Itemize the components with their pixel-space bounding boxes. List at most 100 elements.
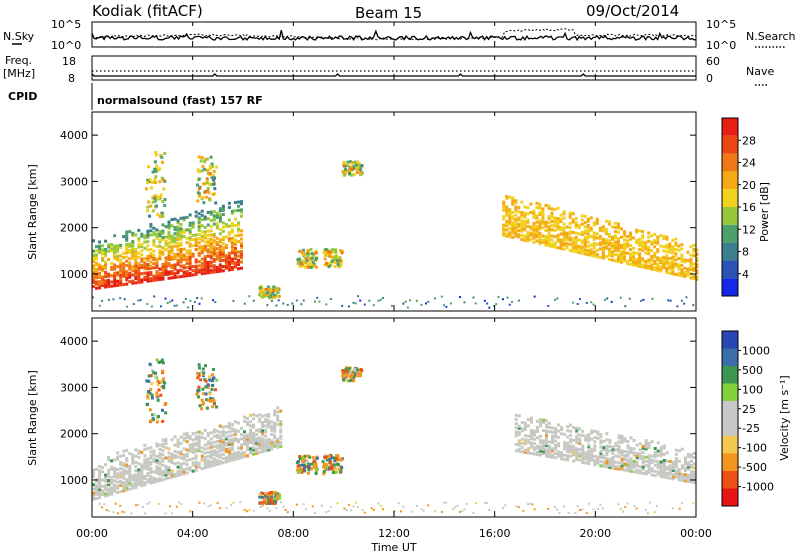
velocity-cell bbox=[116, 472, 120, 476]
power-cell bbox=[571, 247, 575, 251]
power-cell bbox=[604, 228, 608, 232]
velocity-cell bbox=[170, 456, 174, 460]
velocity-cell bbox=[611, 456, 615, 460]
power-cell bbox=[236, 254, 240, 258]
power-clutter-cell bbox=[501, 298, 504, 301]
velocity-cell bbox=[517, 447, 521, 451]
velocity-cell bbox=[662, 475, 666, 479]
velocity-cell bbox=[197, 449, 201, 453]
velocity-clutter-cell bbox=[472, 512, 475, 515]
velocity-cell bbox=[590, 437, 594, 441]
velocity-cell bbox=[680, 478, 684, 482]
velocity-clutter-cell bbox=[144, 512, 147, 515]
velocity-cell bbox=[107, 478, 111, 482]
velocity-cell bbox=[617, 446, 621, 450]
velocity-cell bbox=[131, 459, 135, 463]
velocity-cell bbox=[656, 449, 660, 453]
velocity-cell bbox=[227, 430, 231, 434]
velocity-patch-cell bbox=[347, 367, 351, 371]
power-cell bbox=[194, 258, 198, 262]
power-patch-cell bbox=[308, 252, 312, 256]
velocity-cell bbox=[101, 470, 105, 474]
power-cell bbox=[131, 240, 135, 244]
velocity-cell bbox=[167, 451, 171, 455]
power-cell bbox=[188, 273, 192, 277]
power-cell bbox=[653, 232, 657, 236]
power-cell bbox=[532, 209, 536, 213]
velocity-patch-cell bbox=[307, 455, 311, 459]
velocity-cell bbox=[647, 462, 651, 466]
power-cell bbox=[686, 271, 690, 275]
power-cell bbox=[692, 243, 696, 247]
velocity-cell bbox=[623, 439, 627, 443]
velocity-cell bbox=[626, 469, 630, 473]
power-clutter-cell bbox=[316, 296, 319, 299]
velocity-cell bbox=[677, 474, 681, 478]
velocity-cell bbox=[243, 419, 246, 423]
power-cell bbox=[592, 246, 596, 250]
velocity-cell bbox=[182, 447, 186, 451]
power-cell bbox=[200, 209, 204, 213]
power-cell bbox=[656, 262, 660, 266]
power-cell bbox=[182, 218, 186, 222]
power-cell bbox=[230, 238, 234, 242]
velocity-cell bbox=[249, 432, 253, 436]
velocity-cell bbox=[605, 444, 609, 448]
power-cell bbox=[212, 210, 216, 214]
velocity-clutter-cell bbox=[252, 509, 255, 512]
power-cell bbox=[556, 246, 560, 250]
power-cell bbox=[212, 253, 216, 257]
velocity-patch-cell bbox=[315, 467, 319, 471]
power-cell bbox=[224, 225, 228, 229]
velocity-cell bbox=[158, 451, 162, 455]
power-cell bbox=[155, 272, 159, 276]
velocity-cell bbox=[261, 429, 265, 433]
velocity-clutter-cell bbox=[597, 508, 600, 511]
power-cell bbox=[158, 244, 162, 248]
velocity-cell bbox=[152, 459, 156, 463]
velocity-cell bbox=[581, 446, 585, 450]
power-cell bbox=[215, 211, 219, 215]
power-cell bbox=[194, 248, 198, 252]
velocity-patch-cell bbox=[330, 466, 334, 470]
velocity-cell bbox=[626, 458, 630, 462]
power-cell bbox=[209, 264, 213, 268]
velocity-patch-cell bbox=[341, 369, 345, 373]
velocity-cell bbox=[261, 450, 265, 454]
velocity-cell bbox=[635, 454, 639, 458]
velocity-cell bbox=[674, 471, 678, 475]
velocity-cell bbox=[246, 441, 250, 445]
velocity-clutter-cell bbox=[98, 502, 101, 505]
power-cell bbox=[212, 249, 216, 253]
power-patch-cell bbox=[163, 198, 167, 202]
power-cell bbox=[215, 253, 219, 257]
power-cell bbox=[104, 260, 108, 264]
velocity-cell bbox=[602, 446, 606, 450]
power-cell bbox=[122, 266, 126, 270]
velocity-cell bbox=[122, 464, 126, 468]
velocity-cell bbox=[243, 434, 246, 438]
power-cell bbox=[227, 224, 231, 228]
power-cell bbox=[508, 195, 512, 199]
power-cell bbox=[547, 235, 551, 239]
velocity-cell bbox=[206, 455, 210, 459]
velocity-cell bbox=[587, 437, 591, 441]
velocity-cell bbox=[152, 449, 156, 453]
velocity-clutter-cell bbox=[504, 504, 507, 507]
velocity-cell bbox=[176, 465, 180, 469]
x-tick-label: 12:00 bbox=[378, 527, 410, 540]
power-cell bbox=[221, 229, 225, 233]
power-cell bbox=[239, 254, 243, 258]
power-cell bbox=[140, 245, 144, 249]
velocity-cell bbox=[554, 433, 558, 437]
power-cell bbox=[146, 279, 150, 283]
power-cell bbox=[158, 271, 162, 275]
velocity-patch-cell bbox=[210, 398, 214, 402]
velocity-cell bbox=[221, 446, 225, 450]
velocity-cell bbox=[566, 458, 570, 462]
velocity-clutter-cell bbox=[588, 502, 591, 505]
velocity-cell bbox=[116, 486, 120, 490]
velocity-cell bbox=[578, 458, 582, 462]
velocity-cell bbox=[113, 489, 117, 493]
velocity-patch-cell bbox=[150, 393, 154, 397]
